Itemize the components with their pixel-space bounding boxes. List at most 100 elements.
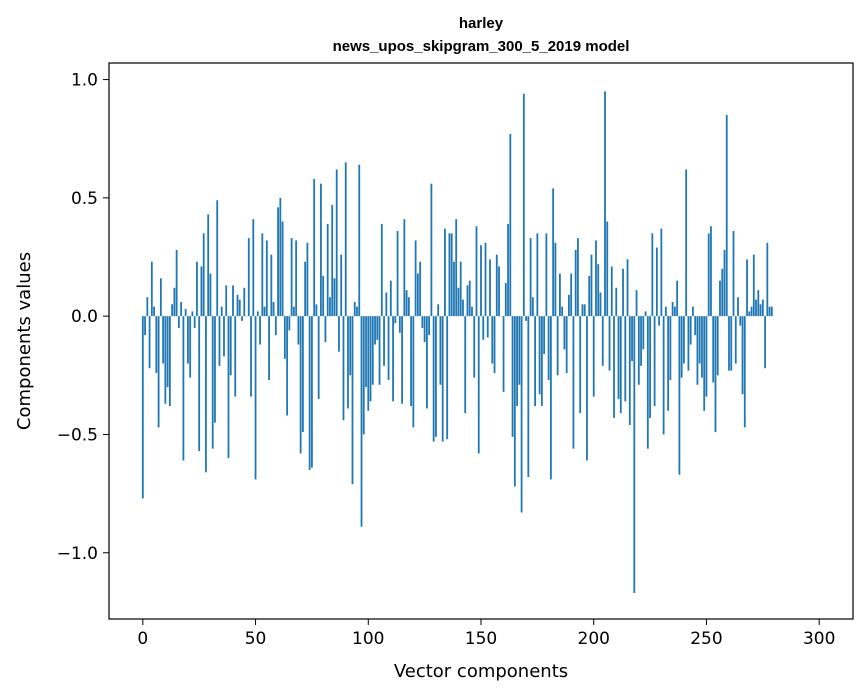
chart-title: harley	[459, 15, 504, 32]
bar	[581, 304, 584, 317]
bar	[554, 242, 557, 317]
bar	[755, 299, 757, 317]
bar	[283, 316, 286, 359]
bar	[671, 301, 674, 317]
bar	[491, 316, 494, 364]
bar	[676, 280, 679, 317]
bar	[610, 266, 613, 317]
bar	[664, 306, 667, 317]
bar	[649, 316, 651, 418]
bar	[525, 316, 527, 321]
bar	[435, 316, 437, 437]
bar	[297, 316, 300, 345]
bar	[622, 268, 624, 317]
bar	[696, 316, 699, 385]
bar	[171, 304, 174, 317]
plot-area	[141, 91, 773, 593]
bar	[196, 261, 198, 317]
bar	[484, 242, 487, 317]
bar	[531, 297, 534, 317]
bar	[193, 316, 196, 328]
bar	[577, 238, 579, 317]
bar	[475, 226, 478, 317]
bar	[705, 316, 708, 397]
bar	[493, 316, 496, 373]
bar	[229, 316, 232, 376]
x-axis-label: Vector components	[394, 661, 568, 682]
bar	[437, 304, 440, 317]
bar	[707, 233, 710, 317]
bar	[290, 238, 293, 317]
bar	[748, 311, 751, 317]
bar	[538, 316, 541, 395]
bar	[223, 316, 225, 357]
bar	[322, 275, 325, 317]
bar	[660, 228, 663, 317]
bar	[635, 290, 638, 317]
bar	[453, 261, 455, 317]
bar	[428, 316, 431, 336]
bar	[678, 316, 681, 475]
bar	[752, 254, 755, 317]
bar	[218, 316, 221, 366]
bar	[259, 316, 261, 345]
bar	[642, 316, 645, 350]
y-axis: −1.0 −0.5 0.0 0.5 1.0	[57, 71, 109, 564]
bar	[184, 309, 187, 317]
bar	[640, 316, 642, 366]
bar	[311, 316, 313, 468]
bar	[342, 316, 345, 421]
bar	[367, 316, 370, 411]
bar	[516, 316, 518, 407]
bar	[759, 304, 762, 317]
bar	[299, 316, 302, 454]
bar	[768, 306, 771, 317]
bar	[150, 261, 153, 317]
bar	[725, 115, 728, 317]
bar	[392, 316, 394, 402]
bar	[349, 316, 352, 376]
bar	[719, 280, 721, 317]
bar	[522, 93, 525, 317]
bar	[216, 200, 219, 317]
bar	[559, 273, 561, 317]
bar	[356, 306, 358, 317]
bar	[549, 316, 552, 480]
y-tick-label: 0.5	[71, 189, 98, 209]
bar	[295, 240, 298, 317]
bar	[486, 316, 489, 338]
bar	[234, 316, 237, 397]
bar	[227, 316, 230, 459]
bar	[757, 290, 760, 317]
bar	[739, 316, 742, 326]
x-tick-label: 100	[352, 629, 384, 649]
bar	[324, 316, 327, 343]
x-axis: 0 50 100 150 200 250 300	[137, 619, 835, 649]
bar	[527, 316, 530, 478]
bar	[590, 254, 593, 317]
bar	[385, 292, 388, 317]
bar	[489, 259, 491, 317]
bar	[468, 280, 471, 317]
bar	[374, 316, 376, 345]
bar	[552, 188, 555, 317]
bar	[315, 304, 318, 317]
bar	[207, 214, 210, 317]
bar	[572, 316, 575, 449]
bar	[146, 297, 149, 317]
bar	[734, 316, 737, 364]
bar	[504, 283, 507, 317]
bar	[633, 316, 636, 593]
bar	[624, 316, 627, 402]
bar	[556, 316, 559, 376]
bar	[301, 316, 304, 433]
bar	[601, 316, 604, 366]
y-tick-label: −0.5	[57, 425, 98, 445]
bar	[667, 316, 670, 411]
bar	[344, 162, 347, 317]
bar	[211, 316, 214, 449]
bar	[425, 316, 428, 409]
bar	[155, 316, 158, 373]
bar	[662, 316, 665, 435]
bar	[680, 316, 683, 378]
